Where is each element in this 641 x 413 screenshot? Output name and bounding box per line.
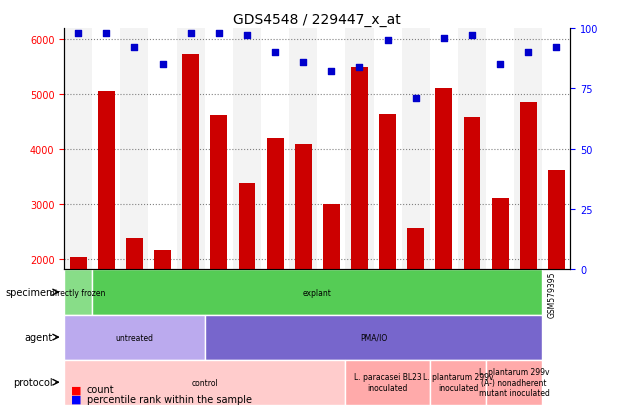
Text: protocol: protocol <box>13 377 53 387</box>
Text: PMA/IO: PMA/IO <box>360 333 387 342</box>
Text: untreated: untreated <box>115 333 153 342</box>
Bar <box>154 251 171 368</box>
Point <box>523 50 533 56</box>
Text: agent: agent <box>24 332 53 342</box>
FancyBboxPatch shape <box>486 360 542 405</box>
Point <box>383 38 393 44</box>
Bar <box>289 29 317 270</box>
Point <box>298 59 308 66</box>
Text: percentile rank within the sample: percentile rank within the sample <box>87 394 251 404</box>
Text: directly frozen: directly frozen <box>51 288 106 297</box>
Point <box>270 50 280 56</box>
Bar <box>435 89 453 368</box>
Text: explant: explant <box>303 288 332 297</box>
Bar <box>64 29 92 270</box>
Point <box>354 64 365 71</box>
Title: GDS4548 / 229447_x_at: GDS4548 / 229447_x_at <box>233 12 401 26</box>
Text: L. plantarum 299v
(A-) nonadherent
mutant inoculated: L. plantarum 299v (A-) nonadherent mutan… <box>479 368 550 397</box>
Bar <box>126 238 143 368</box>
Point <box>73 31 83 37</box>
Bar <box>407 228 424 368</box>
Text: count: count <box>87 385 114 394</box>
FancyBboxPatch shape <box>345 360 430 405</box>
Text: L. plantarum 299v
inoculated: L. plantarum 299v inoculated <box>422 373 493 392</box>
Bar <box>98 92 115 368</box>
Text: specimen: specimen <box>6 287 53 297</box>
Point <box>158 62 168 68</box>
Bar <box>233 29 261 270</box>
Text: ■: ■ <box>71 394 81 404</box>
Point <box>467 33 477 39</box>
Bar <box>463 118 481 368</box>
Bar <box>70 258 87 368</box>
Bar <box>548 170 565 368</box>
FancyBboxPatch shape <box>92 270 542 315</box>
Bar <box>514 29 542 270</box>
Bar <box>458 29 486 270</box>
Point <box>326 69 337 76</box>
FancyBboxPatch shape <box>64 270 92 315</box>
Text: ■: ■ <box>71 385 81 394</box>
Bar <box>323 204 340 368</box>
Point <box>101 31 112 37</box>
Bar <box>492 199 508 368</box>
Point <box>438 35 449 42</box>
Point <box>186 31 196 37</box>
Bar <box>295 145 312 368</box>
FancyBboxPatch shape <box>64 315 204 360</box>
Point <box>242 33 252 39</box>
Bar <box>402 29 430 270</box>
Point <box>495 62 505 68</box>
Bar <box>182 55 199 368</box>
FancyBboxPatch shape <box>204 315 542 360</box>
FancyBboxPatch shape <box>430 360 486 405</box>
Text: L. paracasei BL23
inoculated: L. paracasei BL23 inoculated <box>354 373 422 392</box>
Bar <box>177 29 204 270</box>
Point <box>551 45 562 52</box>
Point <box>129 45 140 52</box>
Point <box>213 31 224 37</box>
Text: control: control <box>192 378 218 387</box>
Bar <box>351 68 368 368</box>
Bar <box>210 115 228 368</box>
Bar <box>520 102 537 368</box>
FancyBboxPatch shape <box>64 360 345 405</box>
Point <box>411 95 421 102</box>
Bar <box>345 29 374 270</box>
Bar <box>238 183 255 368</box>
Bar <box>267 138 283 368</box>
Bar <box>121 29 149 270</box>
Bar <box>379 114 396 368</box>
